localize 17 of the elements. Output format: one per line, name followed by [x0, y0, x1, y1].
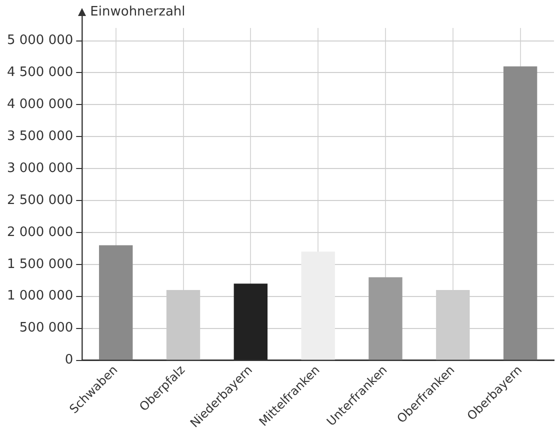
y-axis-title: Einwohnerzahl — [90, 4, 186, 20]
bar — [234, 284, 268, 360]
bar — [368, 277, 402, 360]
y-tick-label: 4 500 000 — [6, 65, 74, 80]
y-tick-label: 1 500 000 — [6, 256, 74, 272]
y-tick-label: 2 500 000 — [6, 192, 74, 208]
bar — [99, 245, 133, 360]
y-tick-label: 3 500 000 — [6, 128, 74, 144]
bar — [503, 66, 538, 360]
y-tick-label: 0 — [64, 352, 74, 368]
y-tick-label: 4 000 000 — [6, 97, 74, 112]
y-tick-label: 3 000 000 — [6, 160, 74, 176]
y-tick-label: 1 000 000 — [6, 288, 74, 304]
bar — [301, 252, 335, 360]
y-tick-label: 500 000 — [19, 320, 74, 336]
y-tick-label: 2 000 000 — [6, 224, 74, 240]
y-tick-label: 5 000 000 — [6, 33, 74, 48]
